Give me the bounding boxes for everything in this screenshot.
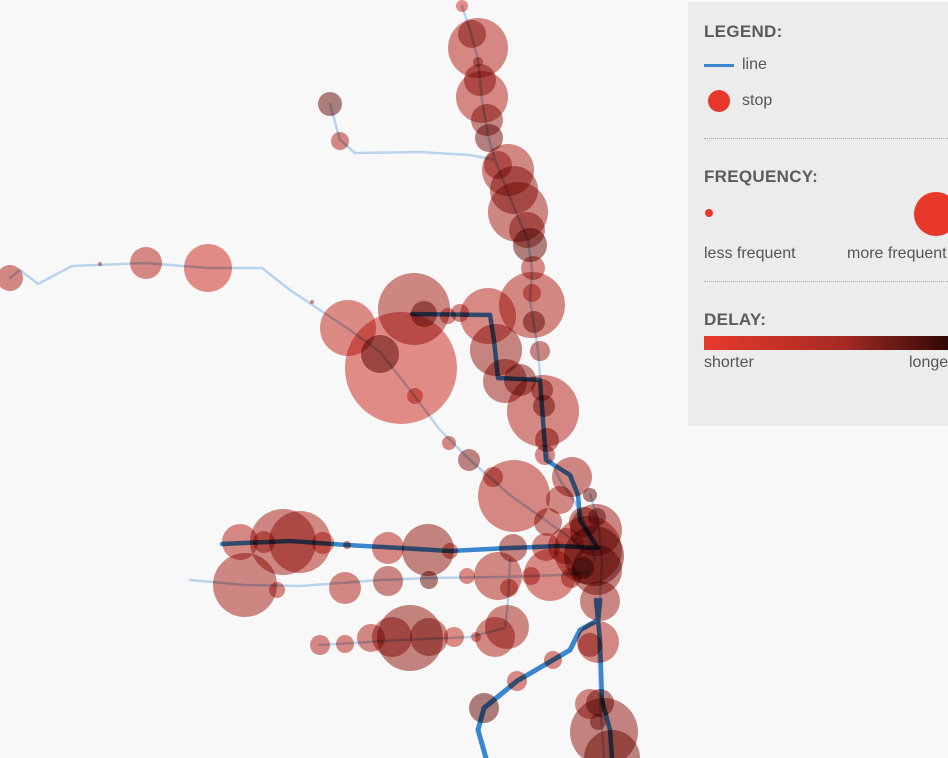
stop-marker[interactable] xyxy=(580,581,620,621)
stop-marker[interactable] xyxy=(469,693,499,723)
stop-swatch-icon xyxy=(708,90,730,112)
stop-marker[interactable] xyxy=(407,388,423,404)
legend-stop-label: stop xyxy=(742,92,773,109)
stop-marker[interactable] xyxy=(331,132,349,150)
delay-title: DELAY: xyxy=(704,310,767,329)
stop-marker[interactable] xyxy=(222,524,258,560)
stop-marker[interactable] xyxy=(0,265,23,291)
stop-marker[interactable] xyxy=(343,541,351,549)
stop-marker[interactable] xyxy=(534,508,562,536)
longer-label: longer xyxy=(909,354,948,371)
stop-marker[interactable] xyxy=(410,618,448,656)
stop-marker[interactable] xyxy=(507,671,527,691)
transit-stops xyxy=(0,0,640,758)
stop-marker[interactable] xyxy=(312,532,334,554)
legend-panel: LEGEND: line stop FREQUENCY: less freque… xyxy=(688,2,948,426)
line-swatch-icon xyxy=(704,63,734,67)
stop-marker[interactable] xyxy=(444,627,464,647)
frequency-scale: less frequent more frequent xyxy=(704,187,948,267)
stop-marker[interactable] xyxy=(583,488,597,502)
stop-marker[interactable] xyxy=(318,92,342,116)
stop-marker[interactable] xyxy=(507,375,579,447)
stop-marker[interactable] xyxy=(458,449,480,471)
legend-title: LEGEND: xyxy=(704,22,783,41)
legend-line-row: line xyxy=(704,50,948,80)
stop-marker[interactable] xyxy=(584,730,640,758)
stop-marker[interactable] xyxy=(448,18,508,78)
stop-marker[interactable] xyxy=(310,635,330,655)
stop-marker[interactable] xyxy=(546,486,574,514)
stop-marker[interactable] xyxy=(310,300,314,304)
stop-marker[interactable] xyxy=(420,571,438,589)
stop-marker[interactable] xyxy=(456,0,468,12)
delay-scale-labels: shorter longer xyxy=(704,354,948,378)
stop-marker[interactable] xyxy=(478,460,550,532)
stop-marker[interactable] xyxy=(98,262,102,266)
stop-marker[interactable] xyxy=(329,572,361,604)
stop-marker[interactable] xyxy=(530,341,550,361)
delay-gradient-bar xyxy=(704,336,948,350)
small-circle-icon xyxy=(705,209,713,217)
stop-marker[interactable] xyxy=(475,124,503,152)
large-circle-icon xyxy=(914,192,948,236)
stop-marker[interactable] xyxy=(590,714,606,730)
stop-marker[interactable] xyxy=(130,247,162,279)
stop-marker[interactable] xyxy=(373,566,403,596)
stop-marker[interactable] xyxy=(372,532,404,564)
stop-marker[interactable] xyxy=(459,568,475,584)
stop-marker[interactable] xyxy=(213,553,277,617)
stop-marker[interactable] xyxy=(500,579,518,597)
less-frequent-label: less frequent xyxy=(704,245,796,262)
legend-line-label: line xyxy=(742,56,767,73)
stop-marker[interactable] xyxy=(544,651,562,669)
stop-marker[interactable] xyxy=(336,635,354,653)
stop-marker[interactable] xyxy=(523,311,545,333)
legend-stop-row: stop xyxy=(704,86,948,116)
stop-marker[interactable] xyxy=(269,582,285,598)
more-frequent-label: more frequent xyxy=(847,245,947,262)
stop-marker[interactable] xyxy=(442,543,458,559)
stop-marker[interactable] xyxy=(269,511,331,573)
stop-marker[interactable] xyxy=(442,436,456,450)
stop-marker[interactable] xyxy=(345,312,457,424)
stop-marker[interactable] xyxy=(578,633,602,657)
stop-marker[interactable] xyxy=(402,524,454,576)
legend-divider xyxy=(704,138,948,139)
stop-marker[interactable] xyxy=(184,244,232,292)
stop-marker[interactable] xyxy=(535,445,555,465)
frequency-title: FREQUENCY: xyxy=(704,167,819,186)
shorter-label: shorter xyxy=(704,354,754,371)
stop-marker[interactable] xyxy=(499,272,565,338)
stop-marker[interactable] xyxy=(524,549,576,601)
stop-marker[interactable] xyxy=(485,605,529,649)
stop-marker[interactable] xyxy=(513,228,547,262)
frequency-divider xyxy=(704,281,948,282)
